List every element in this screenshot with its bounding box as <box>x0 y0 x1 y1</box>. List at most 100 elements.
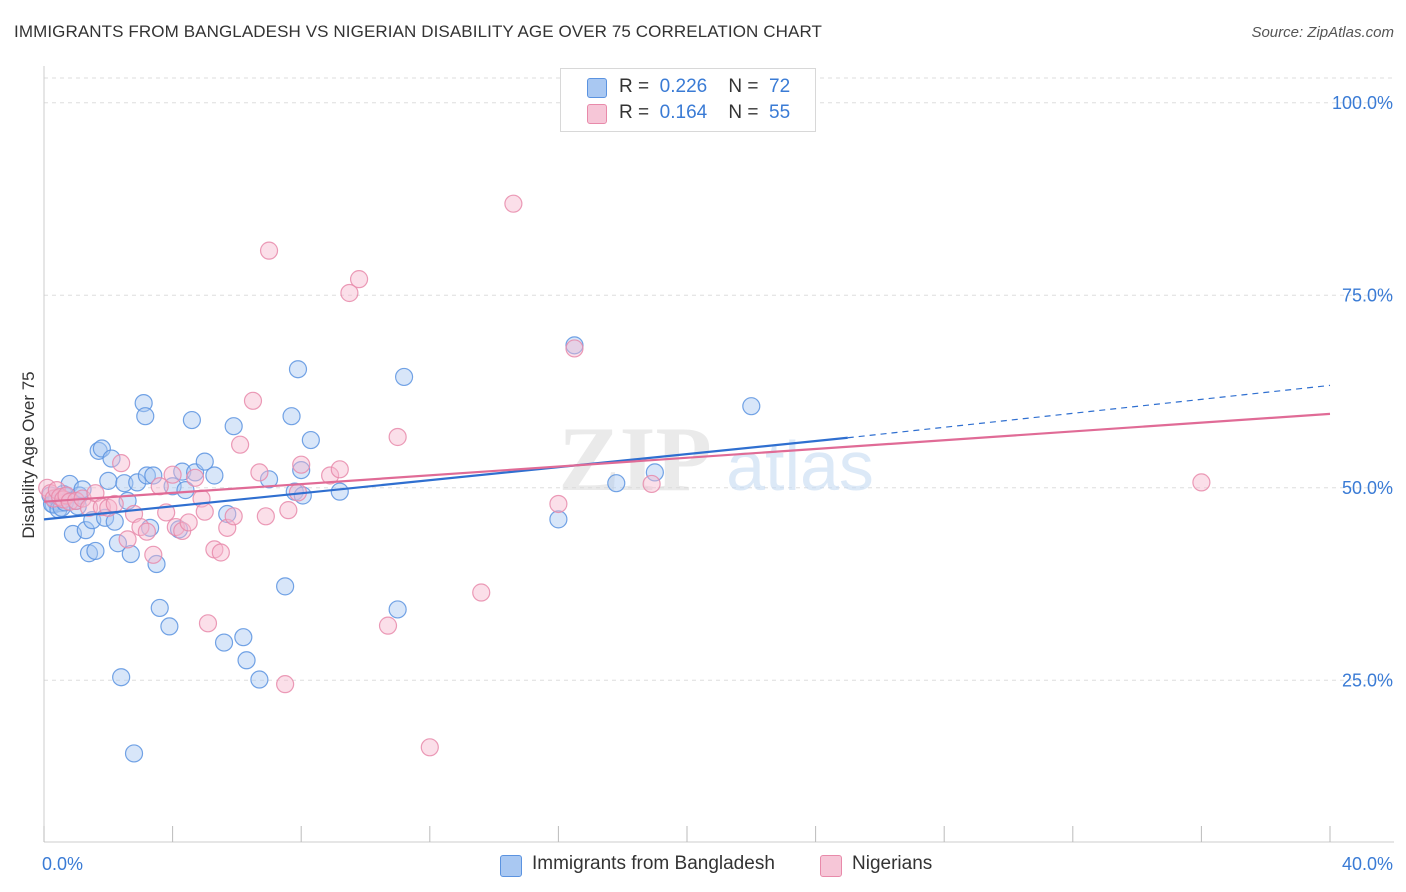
point-nigerian <box>137 522 156 541</box>
bottom-legend-swatch-blue <box>500 855 522 877</box>
tick-label-layer: 25.0% 50.0% 75.0% 100.0% 0.0% 40.0% <box>42 93 1393 874</box>
point-nigerian <box>163 465 182 484</box>
legend-n-label: N = <box>728 76 759 97</box>
point-nigerian <box>340 283 359 303</box>
point-bangladesh <box>115 474 134 493</box>
point-nigerian <box>259 241 279 260</box>
x-tick-label: 0.0% <box>42 854 83 874</box>
y-tick-label: 50.0% <box>1342 478 1393 498</box>
y-axis-label: Disability Age Over 75 <box>19 371 38 538</box>
point-nigerian <box>276 675 295 694</box>
legend-swatch-pink <box>587 104 607 124</box>
trendline-bangladesh-extension <box>847 384 1331 439</box>
legend-n-label: N = <box>728 102 759 123</box>
point-bangladesh <box>137 466 156 485</box>
point-bangladesh <box>92 439 111 458</box>
point-bangladesh <box>330 482 349 501</box>
point-nigerian <box>243 391 263 410</box>
legend-n-value: 55 <box>769 102 791 123</box>
point-bangladesh <box>121 544 140 564</box>
point-bangladesh <box>136 407 155 426</box>
legend-swatch-blue <box>587 78 607 98</box>
legend-text: R = 0.164 N = 55 <box>619 102 790 124</box>
point-nigerian <box>292 455 311 474</box>
legend-n-value: 72 <box>769 76 791 97</box>
point-nigerian <box>549 494 568 514</box>
point-nigerian <box>195 502 214 521</box>
point-nigerian <box>179 513 198 532</box>
point-bangladesh <box>250 670 269 689</box>
watermark-atlas: atlas <box>726 427 874 505</box>
legend-r-value: 0.164 <box>659 102 708 123</box>
y-tick-label: 75.0% <box>1342 285 1393 305</box>
point-nigerian <box>642 474 661 494</box>
point-bangladesh <box>182 410 201 430</box>
point-nigerian <box>279 501 298 520</box>
point-bangladesh <box>237 651 256 670</box>
point-bangladesh <box>144 466 163 485</box>
watermark-layer: ZIP atlas <box>558 408 874 510</box>
point-nigerian <box>388 427 407 447</box>
legend-r-value: 0.226 <box>659 76 708 97</box>
point-nigerian <box>250 463 269 482</box>
point-bangladesh <box>276 577 295 596</box>
point-bangladesh <box>195 452 214 471</box>
point-bangladesh <box>293 486 312 505</box>
point-bangladesh <box>301 430 320 450</box>
point-bangladesh <box>76 521 95 540</box>
point-bangladesh <box>108 534 128 553</box>
point-bangladesh <box>102 449 121 468</box>
point-bangladesh <box>292 460 311 480</box>
point-bangladesh <box>205 466 224 485</box>
point-nigerian <box>112 454 131 473</box>
point-nigerian <box>1192 473 1211 492</box>
legend-r-label: R = <box>619 102 650 123</box>
point-bangladesh <box>607 474 626 493</box>
axis-layer <box>43 66 1394 843</box>
point-bangladesh <box>86 541 105 561</box>
x-tick-label: 40.0% <box>1342 854 1393 874</box>
point-bangladesh <box>742 397 761 416</box>
point-nigerian <box>186 468 205 487</box>
point-nigerian <box>420 738 439 757</box>
point-bangladesh <box>394 367 414 387</box>
trend-layer <box>43 384 1331 521</box>
legend-r-label: R = <box>619 76 650 97</box>
point-nigerian <box>256 507 275 526</box>
point-nigerian <box>378 616 398 635</box>
point-bangladesh <box>259 470 279 489</box>
bottom-legend-label: Immigrants from Bangladesh <box>532 853 775 874</box>
chart-title: IMMIGRANTS FROM BANGLADESH VS NIGERIAN D… <box>14 22 823 41</box>
y-tick-label: 100.0% <box>1332 93 1393 113</box>
point-nigerian <box>144 545 163 564</box>
point-nigerian <box>218 518 237 537</box>
point-bangladesh <box>645 463 664 482</box>
point-nigerian <box>321 466 340 485</box>
point-bangladesh <box>160 617 179 636</box>
legend-box: R = 0.226 N = 72 R = 0.164 N = 55 <box>560 68 816 132</box>
point-bangladesh <box>549 510 568 529</box>
y-tick-label: 25.0% <box>1342 670 1393 690</box>
point-bangladesh <box>282 407 301 426</box>
point-bangladesh <box>124 744 144 763</box>
point-nigerian <box>349 270 369 289</box>
point-bangladesh <box>388 600 407 619</box>
point-nigerian <box>504 194 523 213</box>
point-bangladesh <box>176 481 195 500</box>
grid-layer <box>44 77 1394 681</box>
source-label: Source: ZipAtlas.com <box>1251 24 1394 41</box>
points-layer <box>38 194 1211 763</box>
point-bangladesh <box>214 633 234 652</box>
bottom-legend-swatch-pink <box>820 855 842 877</box>
point-bangladesh <box>112 668 131 687</box>
point-nigerian <box>198 614 218 633</box>
point-nigerian <box>118 530 137 549</box>
point-nigerian <box>472 583 491 602</box>
legend-text: R = 0.226 N = 72 <box>619 76 790 98</box>
trendline-bangladesh <box>43 436 848 521</box>
point-bangladesh <box>99 471 118 490</box>
point-bangladesh <box>224 417 243 436</box>
point-nigerian <box>231 435 250 454</box>
point-bangladesh <box>134 394 153 413</box>
